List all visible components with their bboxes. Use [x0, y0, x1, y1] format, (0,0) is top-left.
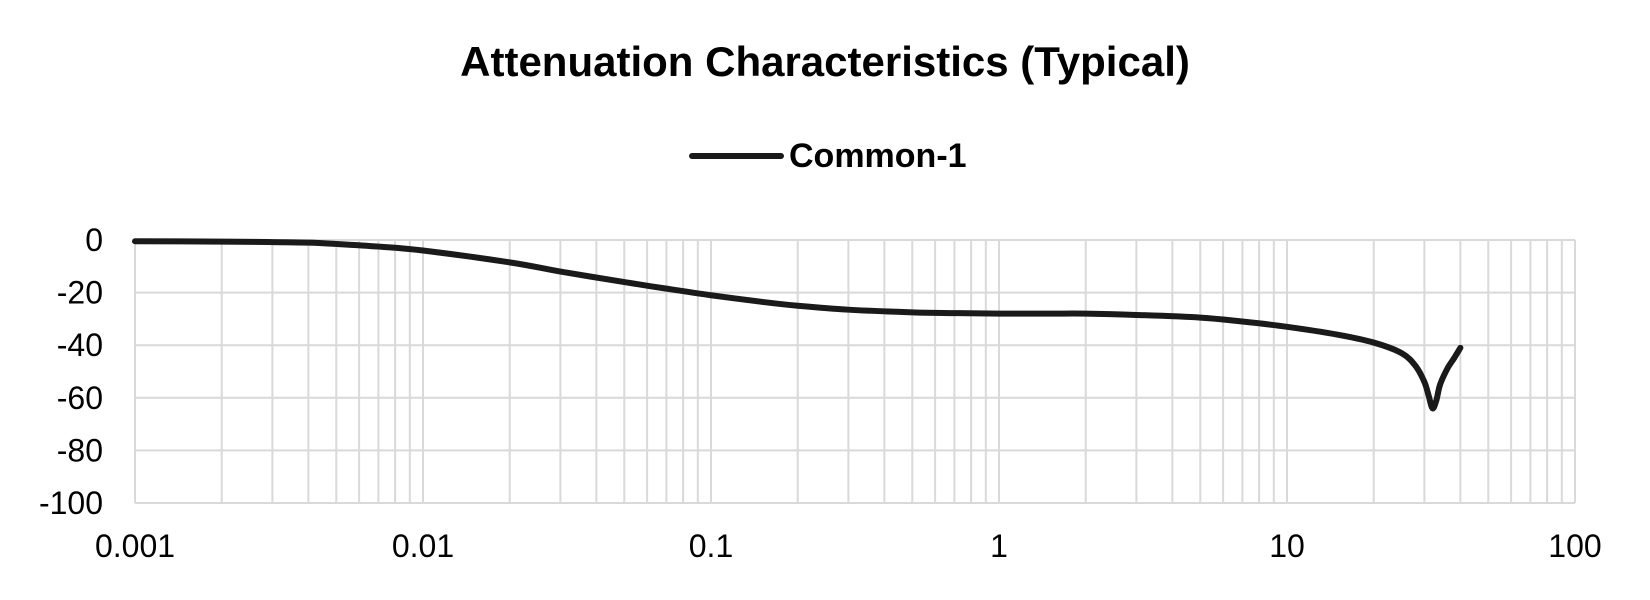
y-tick-label: -80: [57, 432, 103, 468]
axis-tick-labels: 0 -20 -40 -60 -80 -100 0.001 0.01 0.1 1 10 100: [39, 222, 1602, 564]
chart-title: Attenuation Characteristics (Typical): [460, 38, 1190, 85]
x-tick-label: 0.01: [392, 528, 454, 564]
y-tick-label: -40: [57, 327, 103, 363]
series-line-common-1: [132, 238, 1464, 412]
y-tick-label: -60: [57, 380, 103, 416]
legend-label-common-1: Common-1: [789, 137, 967, 175]
y-tick-label: -20: [57, 275, 103, 311]
x-tick-label: 100: [1548, 528, 1601, 564]
x-tick-label: 0.001: [95, 528, 175, 564]
y-tick-label: 0: [85, 222, 103, 258]
x-tick-label: 0.1: [689, 528, 733, 564]
y-tick-label: -100: [39, 485, 103, 521]
x-tick-label: 1: [990, 528, 1008, 564]
grid: [134, 239, 1576, 504]
x-tick-label: 10: [1269, 528, 1305, 564]
series-layer: [132, 238, 1464, 412]
legend: Common-1: [689, 137, 967, 175]
